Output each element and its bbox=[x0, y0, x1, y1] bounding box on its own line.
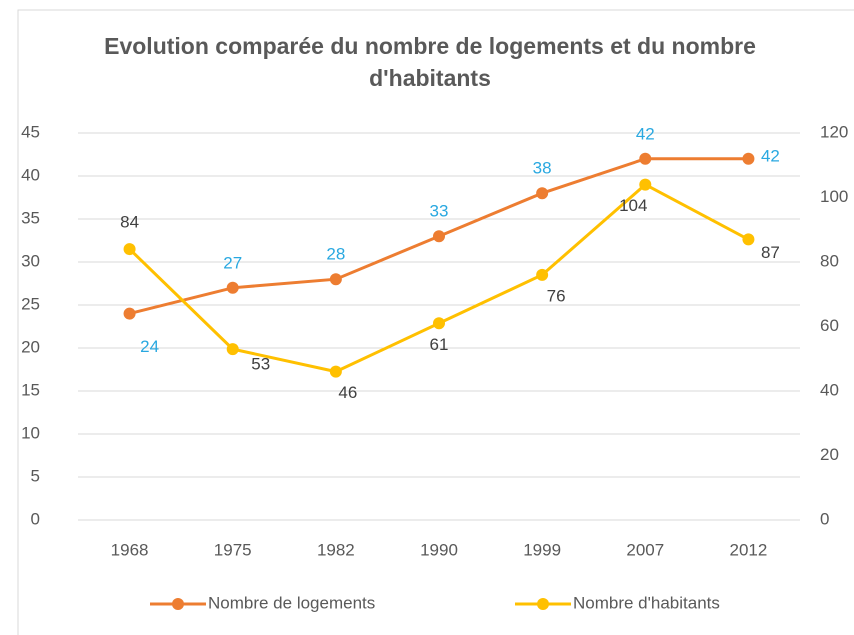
data-label: 42 bbox=[636, 124, 655, 143]
y-tick-label: 35 bbox=[21, 208, 40, 227]
x-tick-label: 1968 bbox=[111, 540, 149, 559]
data-label: 104 bbox=[619, 196, 647, 215]
data-label: 61 bbox=[430, 335, 449, 354]
x-tick-label: 1982 bbox=[317, 540, 355, 559]
data-point bbox=[433, 230, 445, 243]
data-label: 53 bbox=[251, 355, 270, 374]
data-point bbox=[226, 343, 239, 356]
data-label: 24 bbox=[140, 337, 159, 356]
y2-tick-label: 0 bbox=[820, 509, 829, 528]
data-label: 87 bbox=[761, 243, 780, 262]
data-point bbox=[742, 233, 755, 246]
data-label: 38 bbox=[533, 159, 552, 178]
data-point bbox=[742, 152, 755, 165]
y2-tick-label: 40 bbox=[820, 380, 839, 399]
data-label: 33 bbox=[430, 202, 449, 221]
y-tick-label: 45 bbox=[21, 122, 40, 141]
data-point bbox=[329, 273, 342, 286]
x-tick-label: 2007 bbox=[626, 540, 664, 559]
data-label: 46 bbox=[338, 383, 357, 402]
legend-marker bbox=[172, 598, 184, 610]
y-tick-label: 30 bbox=[21, 251, 40, 270]
data-point bbox=[329, 365, 342, 378]
y2-tick-label: 80 bbox=[820, 251, 839, 270]
y-tick-label: 15 bbox=[21, 380, 40, 399]
x-tick-label: 1999 bbox=[523, 540, 561, 559]
x-tick-label: 1975 bbox=[214, 540, 252, 559]
y2-tick-label: 120 bbox=[820, 122, 848, 141]
x-tick-label: 2012 bbox=[730, 540, 768, 559]
y2-tick-label: 20 bbox=[820, 445, 839, 464]
data-point bbox=[226, 281, 239, 294]
y-tick-label: 40 bbox=[21, 165, 40, 184]
data-point bbox=[536, 187, 549, 200]
legend-marker bbox=[537, 598, 549, 610]
y-tick-label: 5 bbox=[31, 466, 40, 485]
data-label: 27 bbox=[223, 253, 242, 272]
x-tick-label: 1990 bbox=[420, 540, 458, 559]
data-label: 28 bbox=[326, 245, 345, 264]
frame bbox=[17, 9, 854, 635]
data-point bbox=[639, 152, 652, 165]
data-point bbox=[536, 268, 549, 281]
y2-tick-label: 100 bbox=[820, 187, 848, 206]
y-tick-label: 0 bbox=[31, 509, 40, 528]
chart-title: Evolution comparée du nombre de logement… bbox=[104, 33, 756, 91]
data-label: 76 bbox=[547, 286, 566, 305]
data-label: 84 bbox=[120, 213, 139, 232]
data-label: 42 bbox=[761, 146, 780, 165]
y2-tick-label: 60 bbox=[820, 316, 839, 335]
legend-label: Nombre de logements bbox=[208, 593, 375, 612]
data-point bbox=[123, 307, 136, 320]
legend-label: Nombre d'habitants bbox=[573, 593, 720, 612]
y-tick-label: 20 bbox=[21, 337, 40, 356]
data-point bbox=[123, 243, 136, 256]
data-point bbox=[639, 178, 652, 191]
data-point bbox=[433, 317, 445, 330]
y-tick-label: 25 bbox=[21, 294, 40, 313]
y-tick-label: 10 bbox=[21, 423, 40, 442]
